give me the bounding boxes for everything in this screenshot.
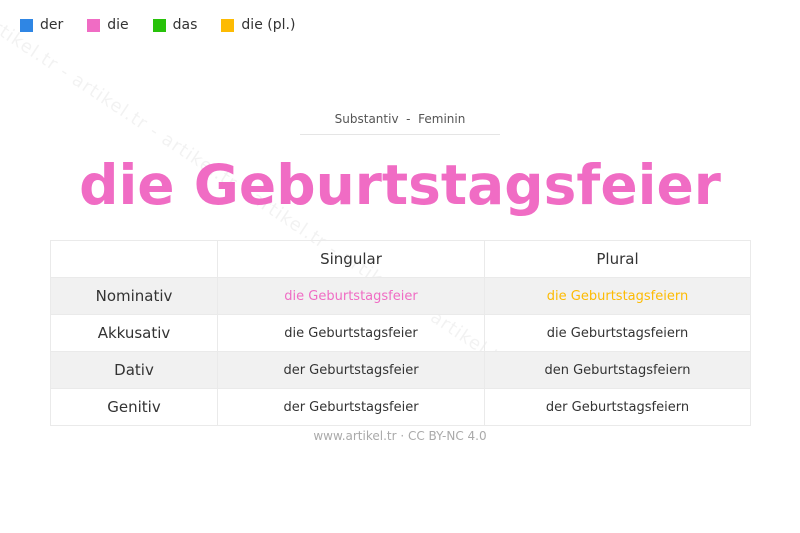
case-label: Akkusativ [50,314,218,352]
legend-label: die [107,17,129,33]
legend-item-die-plural: die (pl.) [221,17,295,33]
page-title: die Geburtstagsfeier [79,153,721,217]
table-header-row: Singular Plural [50,240,751,278]
legend-item-das: das [152,17,198,33]
declension-table: Singular Plural Nominativ die Geburtstag… [50,240,751,426]
plural-cell: die Geburtstagsfeiern [484,314,751,352]
color-swatch [20,18,33,32]
singular-cell: der Geburtstagsfeier [217,388,485,426]
plural-cell: die Geburtstagsfeiern [484,277,751,315]
legend-label: die (pl.) [241,17,296,33]
singular-cell: die Geburtstagsfeier [217,277,485,315]
table-row: Nominativ die Geburtstagsfeier die Gebur… [50,277,751,315]
legend-item-der: der [20,17,63,33]
plural-cell: den Geburtstagsfeiern [484,351,751,389]
singular-cell: die Geburtstagsfeier [217,314,485,352]
color-swatch [152,18,166,32]
header-singular: Singular [217,240,485,278]
plural-cell: der Geburtstagsfeiern [484,388,751,426]
table-row: Genitiv der Geburtstagsfeier der Geburts… [50,388,751,426]
case-label: Dativ [50,351,218,389]
header-plural: Plural [484,240,751,278]
table-row: Dativ der Geburtstagsfeier den Geburtsta… [50,351,751,389]
color-swatch [87,18,101,32]
gender-legend: der die das die (pl.) [20,17,319,33]
legend-label: der [40,17,64,33]
legend-label: das [172,17,198,33]
header-empty [50,240,218,278]
table-row: Akkusativ die Geburtstagsfeier die Gebur… [50,314,751,352]
case-label: Nominativ [50,277,218,315]
case-label: Genitiv [50,388,218,426]
legend-item-die: die [87,17,129,33]
word-type-subtitle: Substantiv - Feminin [300,112,500,135]
color-swatch [221,18,235,32]
footer-credit: www.artikel.tr · CC BY-NC 4.0 [313,429,487,443]
singular-cell: der Geburtstagsfeier [217,351,485,389]
